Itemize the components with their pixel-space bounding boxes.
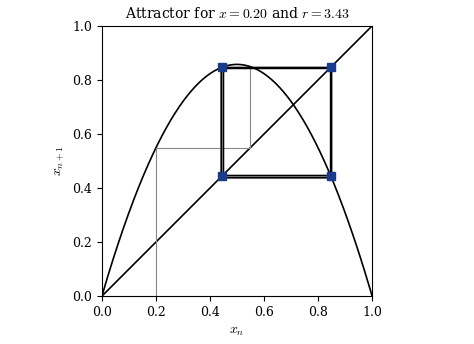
X-axis label: $x_n$: $x_n$ <box>229 324 245 338</box>
Y-axis label: $x_{n+1}$: $x_{n+1}$ <box>53 146 67 176</box>
Title: Attractor for $x = 0.20$ and $r = 3.43$: Attractor for $x = 0.20$ and $r = 3.43$ <box>125 6 349 21</box>
